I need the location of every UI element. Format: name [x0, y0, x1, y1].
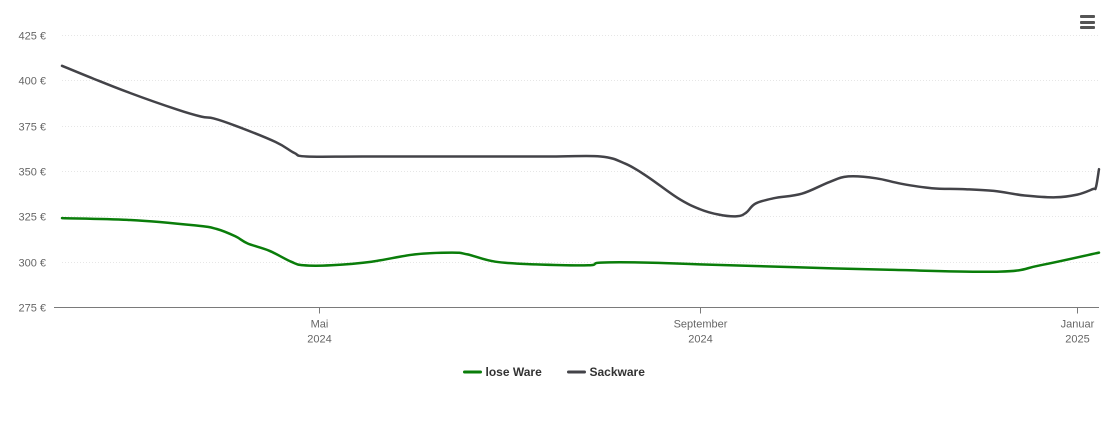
- y-tick-label: 350 €: [18, 167, 46, 179]
- y-tick-label: 325 €: [18, 212, 46, 224]
- legend[interactable]: lose Ware Sackware: [463, 365, 646, 379]
- hamburger-menu-icon[interactable]: [1074, 10, 1100, 34]
- legend-label: lose Ware: [486, 365, 543, 379]
- y-tick-label: 275 €: [18, 303, 46, 315]
- grid-lines: [62, 35, 1099, 263]
- series-line-sackware: [60, 64, 1101, 218]
- legend-item-lose-ware[interactable]: lose Ware: [463, 365, 543, 379]
- x-tick-label: September: [674, 319, 728, 331]
- x-tick-label: 2024: [688, 334, 712, 346]
- x-tick-label: Mai: [311, 319, 329, 331]
- series-line-lose-ware: [60, 216, 1101, 274]
- series-layer: [60, 64, 1101, 274]
- x-tick-label: 2025: [1065, 334, 1089, 346]
- y-tick-label: 375 €: [18, 122, 46, 134]
- x-tick-label: 2024: [307, 334, 331, 346]
- y-tick-label: 425 €: [18, 31, 46, 43]
- y-tick-label: 300 €: [18, 258, 46, 270]
- y-tick-label: 400 €: [18, 76, 46, 88]
- axes: 275 € 300 € 325 € 350 € 375 € 400 € 425 € Mai 20…: [18, 31, 1099, 346]
- x-tick-label: Januar: [1061, 319, 1095, 331]
- legend-item-sackware[interactable]: Sackware: [567, 365, 646, 379]
- legend-label: Sackware: [590, 365, 646, 379]
